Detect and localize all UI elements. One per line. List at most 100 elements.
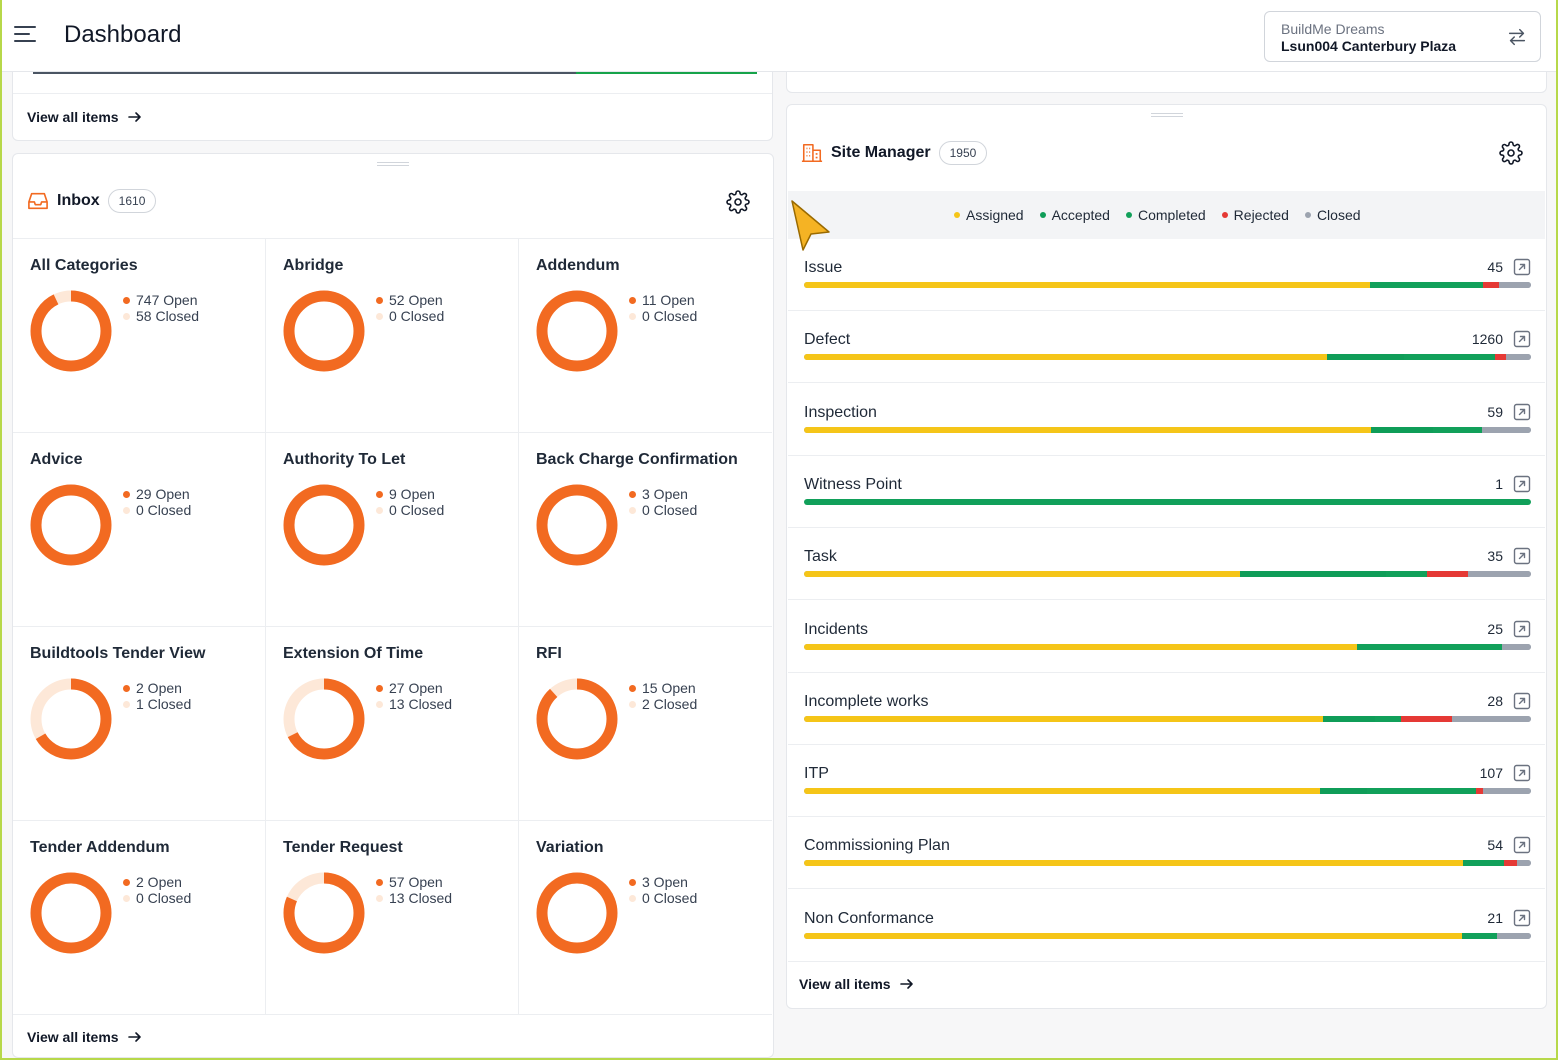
row-label: Witness Point	[804, 475, 902, 493]
inbox-category-card[interactable]: RFI 15 Open 2 Closed	[519, 627, 772, 821]
closed-segment	[1468, 571, 1531, 578]
menu-icon[interactable]	[14, 26, 38, 46]
inbox-category-card[interactable]: Tender Addendum 2 Open 0 Closed	[13, 821, 266, 1015]
inbox-category-card[interactable]: Buildtools Tender View 2 Open 1 Closed	[13, 627, 266, 821]
drag-handle[interactable]	[377, 162, 409, 166]
external-link-icon[interactable]	[1513, 764, 1531, 782]
gear-icon[interactable]	[1499, 141, 1523, 165]
site-manager-row[interactable]: Incidents 25	[788, 601, 1545, 673]
view-all-label: View all items	[27, 109, 119, 125]
closed-count-item: 0 Closed	[123, 890, 191, 906]
arrow-right-icon	[127, 1032, 141, 1042]
view-all-items-link[interactable]: View all items	[27, 109, 143, 125]
closed-segment	[1501, 643, 1531, 650]
inbox-title: Inbox	[57, 192, 100, 209]
completed-segment	[1374, 715, 1401, 722]
inbox-icon	[28, 192, 48, 210]
inbox-category-card[interactable]: Authority To Let 9 Open 0 Closed	[266, 433, 519, 627]
accepted-segment	[1320, 788, 1368, 795]
external-link-icon[interactable]	[1513, 330, 1531, 348]
row-count: 1	[1495, 475, 1503, 492]
external-link-icon[interactable]	[1513, 403, 1531, 421]
assigned-segment	[804, 932, 1462, 939]
closed-count-dot	[376, 312, 383, 320]
external-link-icon[interactable]	[1513, 836, 1531, 854]
open-arc	[283, 484, 365, 566]
open-closed-donut	[536, 872, 618, 954]
category-title: Abridge	[283, 257, 344, 274]
inbox-category-card[interactable]: Advice 29 Open 0 Closed	[13, 433, 266, 627]
open-arc	[536, 484, 618, 566]
inbox-category-card[interactable]: Back Charge Confirmation 3 Open 0 Closed	[519, 433, 772, 627]
site-manager-count-badge: 1950	[938, 141, 988, 165]
assigned-segment	[804, 788, 1321, 795]
external-link-icon[interactable]	[1513, 547, 1531, 565]
row-label: ITP	[804, 765, 829, 783]
category-legend: 3 Open 0 Closed	[629, 874, 697, 906]
status-legend-bar: Assigned Accepted Completed Rejected Closed	[788, 191, 1545, 239]
site-manager-row[interactable]: Non Conformance 21	[788, 890, 1545, 962]
project-switcher[interactable]: BuildMe Dreams Lsun004 Canterbury Plaza	[1264, 11, 1541, 62]
open-count-item: 747 Open	[123, 292, 199, 308]
drag-handle[interactable]	[1151, 113, 1183, 117]
category-legend: 15 Open 2 Closed	[629, 680, 697, 712]
completed-segment	[1367, 788, 1477, 795]
inbox-category-card[interactable]: Variation 3 Open 0 Closed	[519, 821, 772, 1015]
site-manager-row[interactable]: Defect 1260	[788, 311, 1545, 384]
arrow-right-icon	[899, 979, 913, 989]
category-title: All Categories	[30, 257, 138, 274]
gear-icon[interactable]	[726, 190, 750, 214]
open-arc	[30, 678, 112, 760]
open-count: 2 Open	[136, 874, 182, 890]
closed-count-item: 0 Closed	[629, 308, 697, 324]
status-progress-bar	[804, 282, 1531, 288]
site-manager-row[interactable]: Witness Point 1	[788, 456, 1545, 528]
closed-count: 0 Closed	[389, 502, 445, 518]
inbox-category-card[interactable]: All Categories 747 Open 58 Closed	[13, 239, 266, 433]
closed-count-item: 0 Closed	[376, 308, 444, 324]
open-closed-donut	[536, 290, 618, 372]
category-title: Tender Addendum	[30, 839, 170, 856]
open-count-dot	[123, 878, 130, 886]
site-manager-row[interactable]: Task 35	[788, 528, 1545, 601]
inbox-category-card[interactable]: Tender Request 57 Open 13 Closed	[266, 821, 519, 1015]
site-manager-row[interactable]: Issue 45	[788, 239, 1545, 311]
closed-count: 0 Closed	[642, 890, 698, 906]
external-link-icon[interactable]	[1513, 475, 1531, 493]
inbox-category-card[interactable]: Addendum 11 Open 0 Closed	[519, 239, 772, 433]
site-manager-widget: Site Manager 1950 Assigned Accepted Comple…	[786, 104, 1547, 1009]
open-count-item: 3 Open	[629, 486, 697, 502]
divider	[13, 93, 772, 94]
external-link-icon[interactable]	[1513, 258, 1531, 276]
status-legend-item: Accepted	[1039, 207, 1110, 223]
inbox-category-card[interactable]: Extension Of Time 27 Open 13 Closed	[266, 627, 519, 821]
assigned-segment	[804, 860, 1464, 867]
view-all-items-link[interactable]: View all items	[799, 976, 915, 992]
open-closed-donut	[283, 290, 365, 372]
open-count-item: 57 Open	[376, 874, 452, 890]
open-count-dot	[629, 490, 636, 498]
external-link-icon[interactable]	[1513, 692, 1531, 710]
category-title: RFI	[536, 645, 562, 662]
open-closed-donut	[536, 678, 618, 760]
open-count-dot	[376, 490, 383, 498]
building-icon	[801, 143, 823, 163]
open-count-dot	[123, 296, 130, 304]
closed-count-dot	[123, 312, 130, 320]
inbox-category-card[interactable]: Abridge 52 Open 0 Closed	[266, 239, 519, 433]
status-progress-bar	[804, 715, 1531, 722]
closed-count: 0 Closed	[389, 308, 445, 324]
view-all-items-link[interactable]: View all items	[27, 1029, 143, 1045]
external-link-icon[interactable]	[1513, 620, 1531, 638]
site-manager-row[interactable]: Incomplete works 28	[788, 673, 1545, 745]
closed-count: 1 Closed	[136, 696, 192, 712]
external-link-icon[interactable]	[1513, 909, 1531, 927]
category-legend: 27 Open 13 Closed	[376, 680, 452, 712]
site-manager-row[interactable]: ITP 107	[788, 745, 1545, 818]
closed-count: 13 Closed	[389, 696, 453, 712]
swap-icon	[1508, 28, 1526, 46]
site-manager-row[interactable]: Commissioning Plan 54	[788, 817, 1545, 890]
open-count-item: 15 Open	[629, 680, 697, 696]
site-manager-row[interactable]: Inspection 59	[788, 384, 1545, 456]
category-title: Back Charge Confirmation	[536, 451, 738, 468]
